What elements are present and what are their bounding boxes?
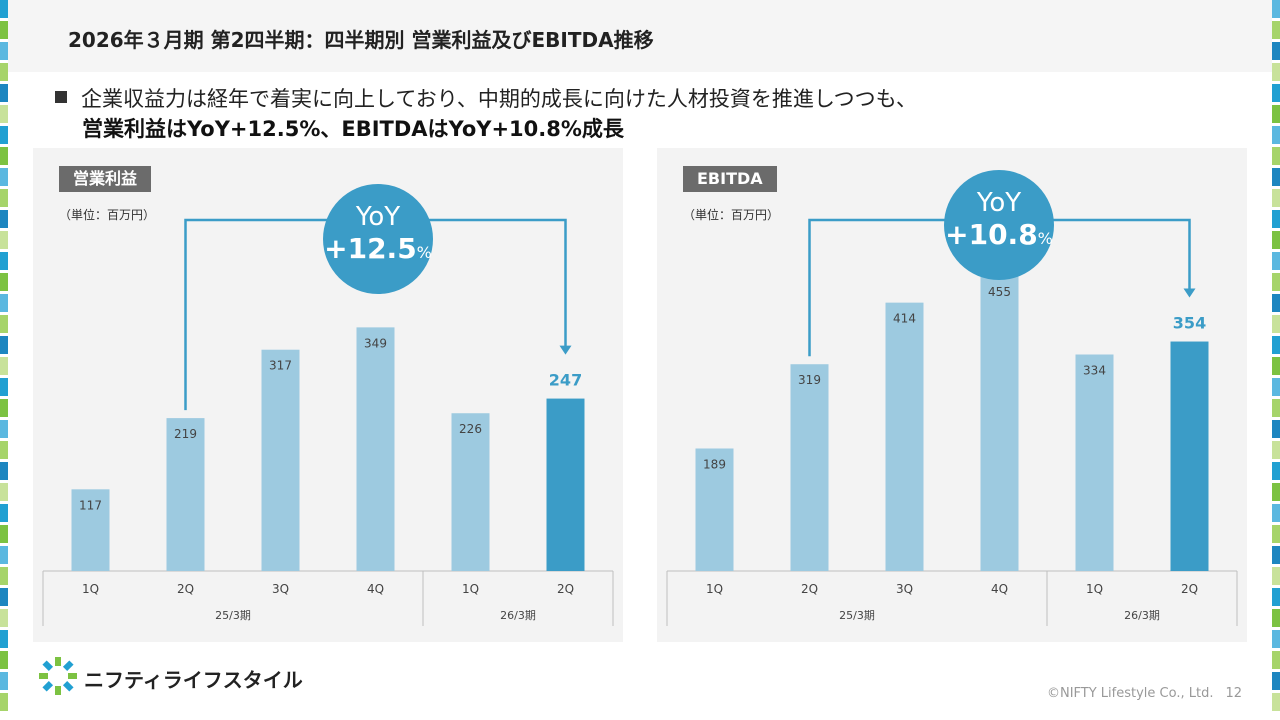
value-label: 317 — [269, 359, 292, 373]
yoy-badge: YoY +12.5% — [323, 184, 433, 294]
category-label: 2Q — [177, 582, 194, 596]
yoy-value: +10.8 — [945, 218, 1038, 251]
bar — [790, 364, 829, 571]
operating-profit-chart: 25/3期 26/3期 117 1Q 219 2Q 317 3Q 349 4Q 226 1Q 247 2Q — [42, 218, 614, 626]
brand-name: ニフティライフスタイル — [84, 668, 303, 692]
footer: ©NIFTY Lifestyle Co., Ltd. 12 — [1035, 686, 1242, 701]
highlight-value-label: 354 — [1173, 314, 1206, 333]
logo-mark-icon — [39, 657, 77, 695]
value-label: 455 — [988, 285, 1011, 299]
operating-profit-chart-panel: 営業利益 （単位：百万円） 25/3期 26/3期 117 1Q 219 2Q 317 3Q 3… — [33, 148, 623, 642]
unit-label: （単位：百万円） — [683, 208, 780, 222]
bar — [261, 349, 300, 571]
copyright: ©NIFTY Lifestyle Co., Ltd. — [1046, 686, 1214, 701]
bar — [546, 398, 585, 571]
period-label: 25/3期 — [839, 609, 875, 622]
value-label: 414 — [893, 312, 916, 326]
yoy-label: YoY — [355, 202, 401, 232]
category-label: 2Q — [1181, 582, 1198, 596]
page-number: 12 — [1225, 686, 1242, 701]
chart-tag: 営業利益 — [59, 166, 152, 192]
bar — [1170, 341, 1209, 571]
category-label: 2Q — [801, 582, 818, 596]
bar — [980, 276, 1019, 571]
summary-line-1: 企業収益力は経年で着実に向上しており、中期的成長に向けた人材投資を推進しつつも、 — [55, 84, 917, 114]
bar — [695, 448, 734, 571]
summary-text-1: 企業収益力は経年で着実に向上しており、中期的成長に向けた人材投資を推進しつつも、 — [81, 87, 918, 111]
category-label: 4Q — [367, 582, 384, 596]
bullet-square-icon — [55, 91, 67, 103]
category-label: 4Q — [991, 582, 1008, 596]
category-label: 3Q — [896, 582, 913, 596]
value-label: 334 — [1083, 363, 1106, 377]
value-label: 219 — [174, 427, 197, 441]
yoy-badge: YoY +10.8% — [944, 170, 1054, 280]
yoy-suffix: % — [1037, 229, 1053, 248]
bar — [1075, 354, 1114, 571]
period-label: 26/3期 — [500, 609, 536, 622]
yoy-value-line: +10.8% — [944, 218, 1054, 251]
yoy-arrow-icon — [1183, 288, 1196, 298]
value-label: 117 — [79, 498, 102, 512]
summary-line-2: 営業利益はYoY+12.5%、EBITDAはYoY+10.8%成長 — [82, 117, 624, 141]
value-label: 189 — [703, 457, 726, 471]
category-label: 3Q — [272, 582, 289, 596]
value-label: 226 — [459, 422, 482, 436]
right-edge-stripes — [1272, 0, 1280, 720]
yoy-arrow-icon — [559, 345, 572, 355]
bar — [166, 418, 205, 571]
yoy-suffix: % — [416, 243, 432, 262]
yoy-value: +12.5 — [324, 232, 417, 265]
value-label: 349 — [364, 336, 387, 350]
title-bar: 2026年３月期 第2四半期：四半期別 営業利益及びEBITDA推移 — [8, 0, 1272, 72]
left-edge-stripes — [0, 0, 8, 720]
chart-tag: EBITDA — [683, 166, 777, 192]
yoy-label: YoY — [976, 188, 1022, 218]
bar — [356, 327, 395, 571]
highlight-value-label: 247 — [549, 371, 582, 390]
category-label: 1Q — [462, 582, 479, 596]
category-label: 2Q — [557, 582, 574, 596]
period-label: 26/3期 — [1124, 609, 1160, 622]
unit-label: （単位：百万円） — [59, 208, 156, 222]
bar — [451, 413, 490, 571]
ebitda-chart-panel: EBITDA （単位：百万円） 25/3期 26/3期 189 1Q 319 2Q 414 3… — [657, 148, 1247, 642]
period-label: 25/3期 — [215, 609, 251, 622]
ebitda-chart: 25/3期 26/3期 189 1Q 319 2Q 414 3Q 455 4Q 334 1Q 354 2Q — [666, 218, 1238, 626]
bar — [71, 489, 110, 571]
bar — [885, 302, 924, 571]
company-logo: ニフティライフスタイル — [38, 656, 303, 698]
category-label: 1Q — [1086, 582, 1103, 596]
category-label: 1Q — [82, 582, 99, 596]
category-label: 1Q — [706, 582, 723, 596]
yoy-value-line: +12.5% — [323, 232, 433, 265]
slide-title: 2026年３月期 第2四半期：四半期別 営業利益及びEBITDA推移 — [68, 28, 654, 52]
value-label: 319 — [798, 373, 821, 387]
